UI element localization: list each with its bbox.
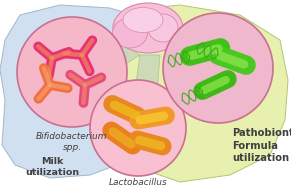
Ellipse shape <box>148 14 178 42</box>
Text: spp.: spp. <box>63 143 81 152</box>
Text: Pathobionts: Pathobionts <box>232 128 291 138</box>
Circle shape <box>90 80 186 176</box>
Text: Lactobacillus: Lactobacillus <box>109 178 167 187</box>
Text: Milk: Milk <box>41 157 63 166</box>
Text: utilization: utilization <box>25 168 79 177</box>
Circle shape <box>163 13 273 123</box>
Text: utilization: utilization <box>232 153 289 163</box>
Text: Formula: Formula <box>232 141 278 151</box>
Ellipse shape <box>123 8 163 33</box>
Polygon shape <box>0 5 170 178</box>
Circle shape <box>17 17 127 127</box>
Ellipse shape <box>113 3 183 53</box>
Ellipse shape <box>113 18 148 48</box>
Polygon shape <box>120 5 288 182</box>
Polygon shape <box>130 55 160 125</box>
Polygon shape <box>160 45 215 75</box>
Text: Bifidobacterium: Bifidobacterium <box>36 132 108 141</box>
Polygon shape <box>60 45 140 95</box>
